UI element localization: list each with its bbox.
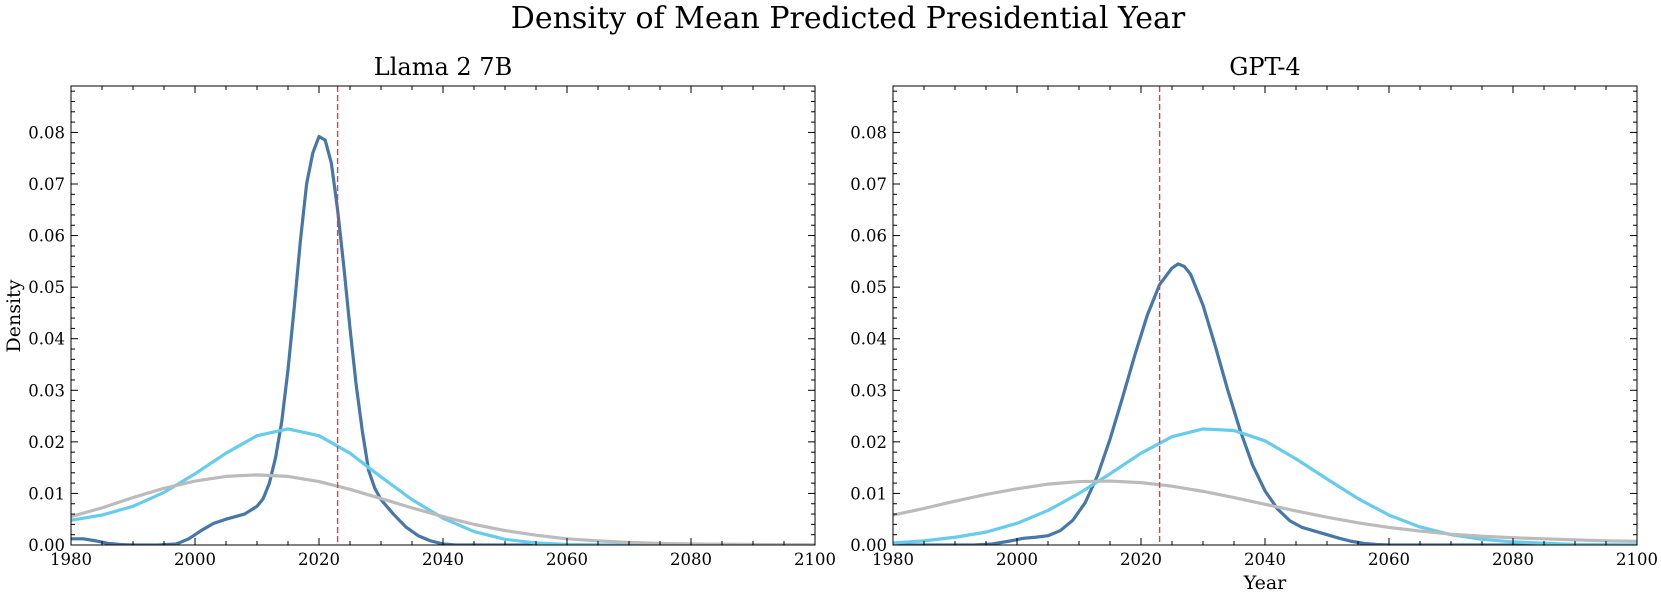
panel-llama-2-7b: Llama 2 7B Density 1980 2000 2020 2040 2060 2…	[3, 53, 836, 569]
y-tick-label: 0.01	[28, 484, 65, 503]
panel-title: Llama 2 7B	[374, 53, 512, 81]
y-tick-label: 0.02	[28, 433, 65, 452]
x-tick-label: 2100	[794, 550, 836, 569]
x-tick-label: 2080	[1492, 550, 1534, 569]
y-tick-label: 0.02	[850, 433, 887, 452]
y-tick-label: 0.08	[28, 123, 65, 142]
y-tick-label: 0.00	[850, 536, 887, 555]
y-tick-label: 0.00	[28, 536, 65, 555]
y-tick-label: 0.07	[28, 175, 65, 194]
plot-area: 1980 2000 2020 2040 2060 2080 2100 0.00 0.01 0.02…	[850, 85, 1658, 569]
panel-title: GPT-4	[1229, 53, 1301, 81]
series-line-3	[71, 473, 815, 545]
x-axis-label: Year	[1243, 572, 1287, 594]
panel-gpt-4: GPT-4 Year 1980 2000 2020 2040 2060 2080 2100 0…	[850, 53, 1658, 594]
y-tick-label: 0.05	[28, 278, 65, 297]
y-axis-label: Density	[3, 279, 25, 352]
x-tick-label: 2080	[670, 550, 712, 569]
y-tick-label: 0.03	[28, 381, 65, 400]
x-tick-label: 2100	[1616, 550, 1658, 569]
x-tick-label: 2060	[546, 550, 588, 569]
plot-area: 1980 2000 2020 2040 2060 2080 2100 0.00 0.01 0.02…	[28, 85, 836, 569]
x-tick-label: 2020	[1120, 550, 1162, 569]
axes-frame	[70, 85, 816, 546]
series-line-1	[893, 262, 1637, 545]
y-tick-label: 0.06	[28, 227, 65, 246]
figure-title: Density of Mean Predicted Presidential Y…	[511, 1, 1186, 36]
y-tick-label: 0.05	[850, 278, 887, 297]
x-tick-label: 2000	[996, 550, 1038, 569]
y-tick-label: 0.03	[850, 381, 887, 400]
series-line-1	[71, 134, 815, 545]
series-line-2	[893, 427, 1637, 545]
x-tick-label: 2040	[1244, 550, 1286, 569]
x-tick-label: 2060	[1368, 550, 1410, 569]
y-tick-label: 0.06	[850, 227, 887, 246]
y-tick-label: 0.08	[850, 123, 887, 142]
series-line-3	[893, 479, 1637, 543]
x-tick-label: 1980	[50, 550, 92, 569]
x-tick-label: 2020	[298, 550, 340, 569]
y-tick-label: 0.04	[28, 330, 65, 349]
x-tick-label: 2000	[174, 550, 216, 569]
series-line-2	[71, 427, 815, 545]
y-tick-label: 0.07	[850, 175, 887, 194]
x-tick-label: 2040	[422, 550, 464, 569]
x-tick-label: 1980	[872, 550, 914, 569]
y-tick-label: 0.01	[850, 484, 887, 503]
y-tick-label: 0.04	[850, 330, 887, 349]
axes-frame	[892, 85, 1638, 546]
